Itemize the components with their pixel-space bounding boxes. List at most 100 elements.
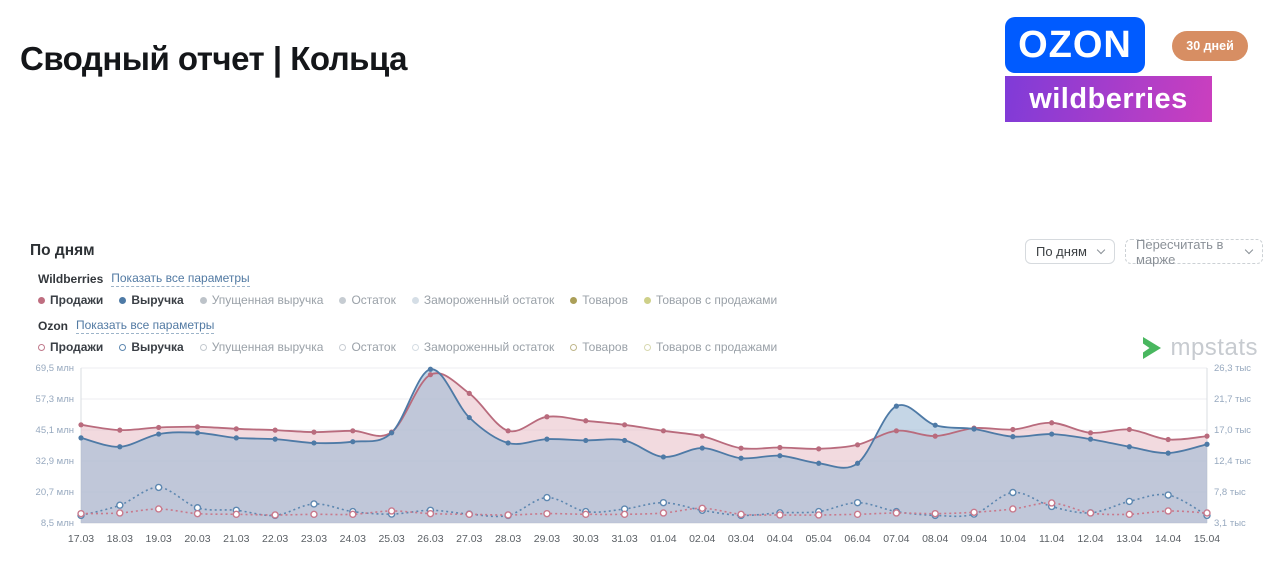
data-point-marker[interactable] — [1009, 488, 1017, 497]
data-point-marker[interactable] — [1165, 450, 1171, 456]
data-point-marker[interactable] — [156, 424, 162, 431]
data-point-marker[interactable] — [350, 428, 356, 434]
data-point-marker[interactable] — [77, 509, 85, 518]
data-point-marker[interactable] — [504, 511, 512, 519]
data-point-marker[interactable] — [737, 510, 745, 519]
data-point-marker[interactable] — [699, 445, 705, 451]
data-point-marker[interactable] — [465, 510, 473, 519]
legend-item[interactable]: Товаров с продажами — [643, 340, 777, 354]
data-point-marker[interactable] — [892, 509, 901, 517]
data-point-marker[interactable] — [816, 460, 822, 466]
data-point-marker[interactable] — [1164, 491, 1172, 499]
data-point-marker[interactable] — [776, 511, 784, 519]
legend-item[interactable]: Продажи — [38, 293, 103, 307]
data-point-marker[interactable] — [271, 511, 279, 519]
data-point-marker[interactable] — [1203, 509, 1211, 517]
data-point-marker[interactable] — [427, 372, 434, 378]
interval-dropdown[interactable]: По дням — [1025, 239, 1115, 264]
data-point-marker[interactable] — [1049, 431, 1055, 437]
data-point-marker[interactable] — [117, 427, 123, 433]
legend-item[interactable]: Выручка — [119, 293, 184, 307]
legend-item[interactable]: Товаров — [570, 340, 628, 354]
data-point-marker[interactable] — [233, 426, 239, 432]
data-point-marker[interactable] — [583, 418, 589, 424]
data-point-marker[interactable] — [427, 366, 434, 372]
data-point-marker[interactable] — [233, 435, 239, 441]
data-point-marker[interactable] — [659, 498, 668, 507]
data-point-marker[interactable] — [544, 414, 550, 420]
data-point-marker[interactable] — [1010, 434, 1016, 440]
data-point-marker[interactable] — [272, 436, 278, 442]
data-point-marker[interactable] — [777, 444, 783, 451]
data-point-marker[interactable] — [78, 422, 84, 428]
data-point-marker[interactable] — [698, 504, 706, 513]
data-point-marker[interactable] — [931, 509, 939, 518]
data-point-marker[interactable] — [232, 510, 241, 519]
data-point-marker[interactable] — [1009, 505, 1017, 513]
data-point-marker[interactable] — [1204, 441, 1210, 447]
data-point-marker[interactable] — [389, 430, 395, 436]
data-point-marker[interactable] — [310, 510, 318, 519]
data-point-marker[interactable] — [854, 460, 861, 466]
data-point-marker[interactable] — [78, 435, 84, 441]
data-point-marker[interactable] — [116, 501, 124, 509]
data-point-marker[interactable] — [970, 508, 978, 517]
data-point-marker[interactable] — [505, 440, 511, 446]
legend-item[interactable]: Упущенная выручка — [199, 340, 323, 354]
data-point-marker[interactable] — [194, 430, 201, 436]
data-point-marker[interactable] — [350, 439, 356, 445]
data-point-marker[interactable] — [1126, 444, 1132, 450]
data-point-marker[interactable] — [544, 436, 550, 442]
data-point-marker[interactable] — [349, 510, 357, 519]
data-point-marker[interactable] — [854, 442, 861, 448]
legend-item[interactable]: Остаток — [339, 293, 396, 307]
data-point-marker[interactable] — [1126, 426, 1132, 433]
data-point-marker[interactable] — [699, 433, 705, 439]
data-point-marker[interactable] — [659, 509, 668, 517]
data-point-marker[interactable] — [543, 493, 551, 502]
show-all-parameters-link[interactable]: Показать все параметры — [111, 270, 250, 287]
data-point-marker[interactable] — [466, 414, 472, 421]
legend-item[interactable]: Упущенная выручка — [199, 293, 323, 307]
daily-chart[interactable]: 69,5 млн 57,3 млн 45,1 млн 32,9 млн 20,7 млн… — [0, 355, 1280, 564]
legend-item[interactable]: Товаров — [570, 293, 628, 307]
data-point-marker[interactable] — [777, 453, 783, 459]
data-point-marker[interactable] — [156, 431, 162, 437]
data-point-marker[interactable] — [311, 429, 317, 435]
data-point-marker[interactable] — [660, 454, 667, 460]
data-point-marker[interactable] — [426, 509, 435, 518]
data-point-marker[interactable] — [738, 445, 744, 451]
data-point-marker[interactable] — [1164, 507, 1172, 515]
data-point-marker[interactable] — [816, 446, 822, 452]
data-point-marker[interactable] — [505, 428, 511, 434]
data-point-marker[interactable] — [621, 437, 628, 444]
legend-item[interactable]: Товаров с продажами — [643, 293, 777, 307]
legend-item[interactable]: Выручка — [119, 340, 184, 354]
data-point-marker[interactable] — [738, 455, 744, 461]
legend-item[interactable]: Замороженный остаток — [411, 340, 554, 354]
data-point-marker[interactable] — [660, 428, 667, 434]
data-point-marker[interactable] — [932, 433, 938, 439]
data-point-marker[interactable] — [194, 424, 201, 430]
data-point-marker[interactable] — [193, 504, 202, 512]
data-point-marker[interactable] — [154, 505, 163, 513]
data-point-marker[interactable] — [853, 498, 862, 507]
data-point-marker[interactable] — [310, 500, 318, 508]
legend-item[interactable]: Замороженный остаток — [411, 293, 554, 307]
data-point-marker[interactable] — [1165, 436, 1171, 443]
data-point-marker[interactable] — [466, 390, 472, 396]
data-point-marker[interactable] — [1125, 497, 1134, 506]
data-point-marker[interactable] — [1086, 509, 1095, 517]
data-point-marker[interactable] — [893, 428, 899, 434]
legend-item[interactable]: Продажи — [38, 340, 103, 354]
recalc-margin-dropdown[interactable]: Пересчитать в марже — [1125, 237, 1263, 267]
data-point-marker[interactable] — [1087, 436, 1094, 442]
legend-item[interactable]: Остаток — [339, 340, 396, 354]
data-point-marker[interactable] — [620, 510, 629, 519]
data-point-marker[interactable] — [543, 509, 551, 518]
data-point-marker[interactable] — [853, 510, 862, 519]
data-point-marker[interactable] — [1047, 499, 1056, 507]
data-point-marker[interactable] — [1204, 433, 1210, 439]
data-point-marker[interactable] — [154, 483, 163, 492]
data-point-marker[interactable] — [311, 440, 317, 446]
